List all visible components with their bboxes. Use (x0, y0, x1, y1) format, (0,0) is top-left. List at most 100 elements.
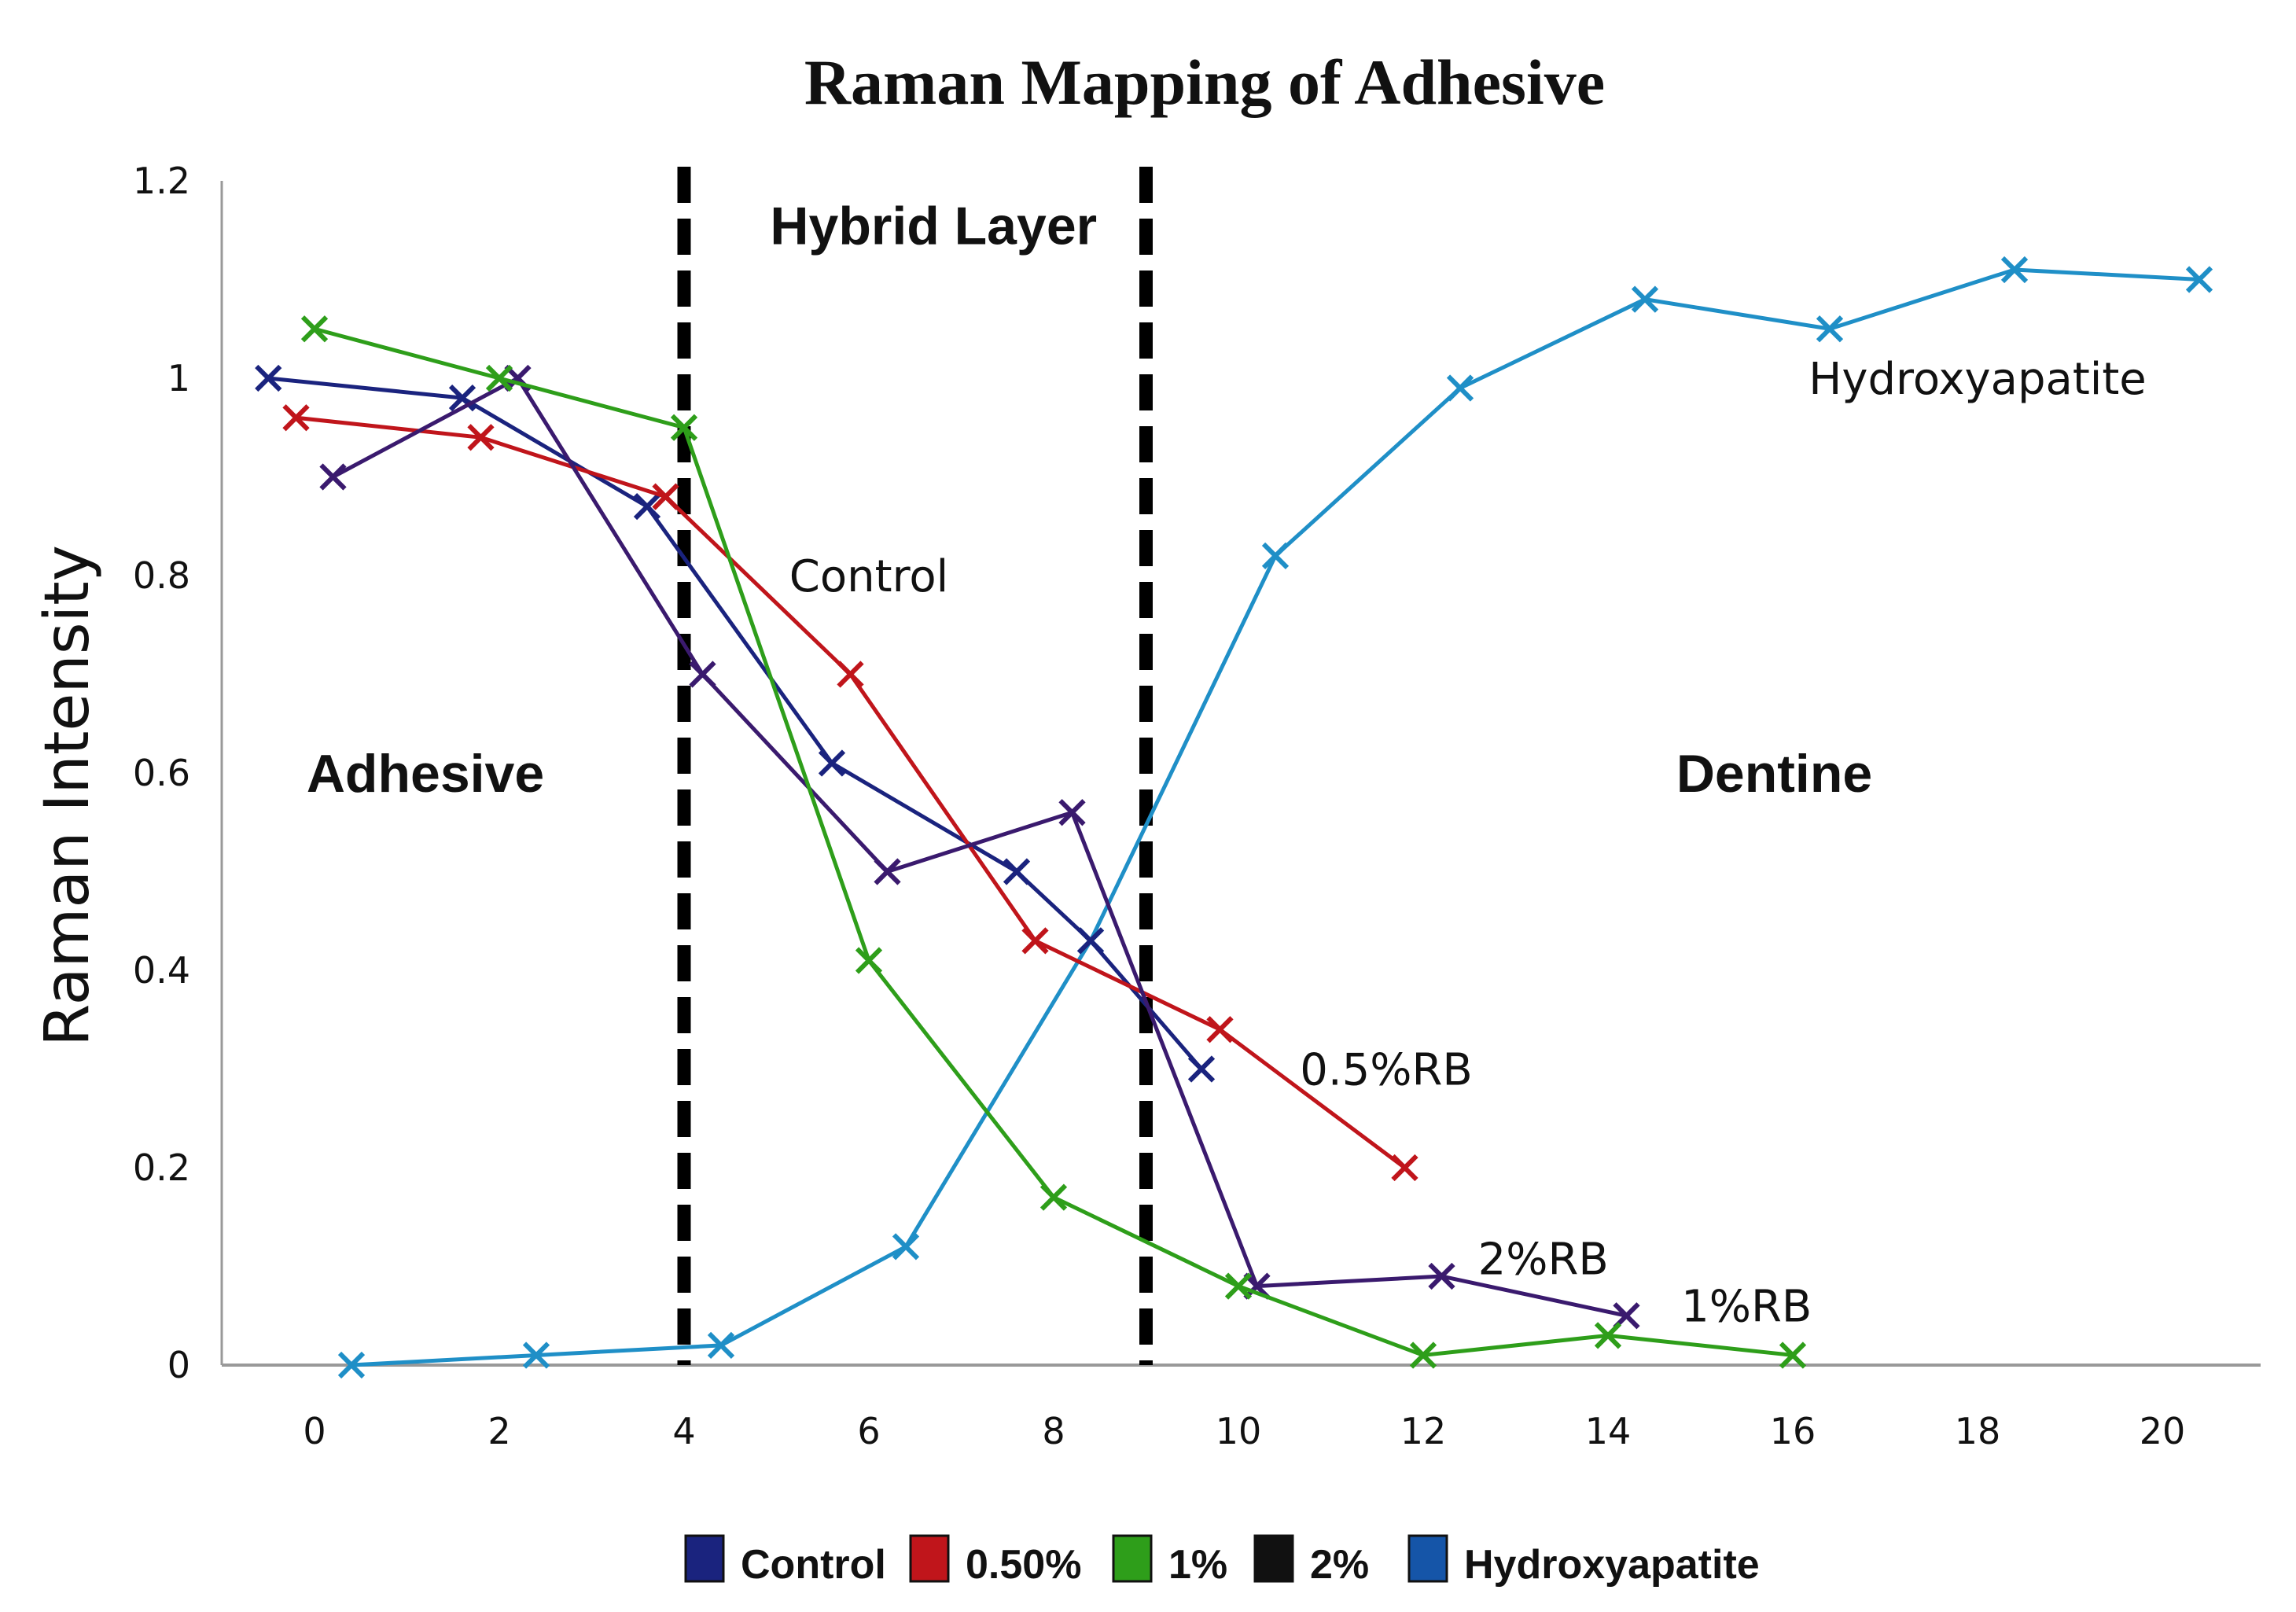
y-tick-label: 0.6 (133, 752, 190, 794)
data-point-marker (1409, 1341, 1437, 1369)
marker-stroke (319, 463, 347, 491)
marker-stroke (837, 661, 864, 688)
marker-stroke (1391, 1154, 1418, 1182)
marker-stroke (670, 414, 698, 441)
x-tick-label: 0 (303, 1410, 326, 1452)
data-point-marker (855, 947, 883, 974)
legend: Control 0.50% 1% 2% Hydroxyapatite (684, 1534, 1760, 1588)
marker-stroke (1779, 1341, 1807, 1369)
y-tick-label: 0 (167, 1344, 190, 1386)
marker-stroke (1261, 542, 1290, 570)
series-control (255, 364, 1216, 1083)
data-point-marker (1003, 858, 1031, 885)
data-point-marker (467, 424, 495, 451)
marker-stroke (1428, 1262, 1455, 1290)
series-2- (319, 364, 1640, 1330)
data-point-marker (319, 463, 347, 491)
marker-stroke (1631, 285, 1659, 313)
data-point-marker (1076, 927, 1105, 955)
data-point-marker (300, 315, 329, 343)
marker-stroke (633, 493, 661, 521)
y-axis-label: Raman Intensity (32, 545, 103, 1047)
marker-stroke (467, 424, 495, 451)
region-label: Dentine (1676, 744, 1872, 804)
region-labels: Adhesive Hybrid Layer Dentine (307, 196, 1872, 804)
data-point-marker (1187, 1055, 1216, 1083)
marker-stroke (1594, 1322, 1622, 1349)
marker-stroke (1076, 927, 1105, 955)
series-annotation: Hydroxyapatite (1808, 354, 2147, 405)
marker-stroke (1224, 1272, 1253, 1300)
data-point-marker (837, 661, 864, 688)
series-line (314, 326, 1794, 1357)
marker-stroke (652, 483, 679, 510)
x-tick-label: 8 (1042, 1410, 1065, 1452)
series-line (267, 376, 1203, 1071)
y-tick-label: 0.2 (133, 1146, 190, 1189)
marker-stroke (892, 1233, 920, 1261)
marker-stroke (337, 1351, 366, 1379)
series-annotation: Control (789, 551, 948, 602)
legend-swatch-050 (909, 1534, 950, 1583)
data-point-marker (670, 414, 698, 441)
legend-label-2: 2% (1310, 1542, 1369, 1588)
marker-stroke (1187, 1055, 1216, 1083)
legend-label-1: 1% (1168, 1542, 1227, 1588)
y-ticks: 0 0.2 0.4 0.6 0.8 1 1.2 (133, 160, 190, 1386)
region-label: Hybrid Layer (770, 196, 1097, 256)
data-point-marker (1039, 1183, 1068, 1211)
marker-stroke (255, 364, 282, 392)
y-tick-label: 1.2 (133, 160, 190, 202)
data-point-marker (892, 1233, 920, 1261)
marker-stroke (855, 947, 883, 974)
data-point-marker (652, 483, 679, 510)
marker-stroke (689, 661, 716, 688)
marker-stroke (874, 858, 901, 885)
series-annotation: 1%RB (1681, 1282, 1812, 1333)
legend-label-050: 0.50% (966, 1542, 1081, 1588)
x-tick-label: 20 (2140, 1410, 2186, 1452)
x-tick-label: 6 (857, 1410, 880, 1452)
marker-stroke (522, 1341, 550, 1369)
marker-stroke (1003, 858, 1031, 885)
data-point-marker (2000, 256, 2029, 284)
data-point-marker (1058, 799, 1086, 826)
series-0-50- (282, 404, 1418, 1182)
x-ticks: 0 2 4 6 8 10 12 14 16 18 20 (303, 1410, 2185, 1452)
data-point-marker (485, 364, 513, 392)
data-point-marker (818, 749, 846, 777)
marker-stroke (1039, 1183, 1068, 1211)
series-hydroxyapatite (337, 256, 2213, 1379)
data-point-marker (1224, 1272, 1253, 1300)
chart-title: Raman Mapping of Adhesive (804, 46, 1605, 118)
marker-stroke (1446, 374, 1474, 402)
marker-stroke (1021, 927, 1049, 955)
series-line (351, 267, 2200, 1367)
y-tick-label: 1 (167, 357, 190, 399)
data-point-marker (1631, 285, 1659, 313)
y-tick-label: 0.4 (133, 949, 190, 992)
legend-label-control: Control (741, 1542, 886, 1588)
marker-stroke (2000, 256, 2029, 284)
series-line (332, 376, 1628, 1318)
marker-stroke (707, 1331, 735, 1360)
data-point-marker (707, 1331, 735, 1360)
legend-swatch-hydroxyapatite (1407, 1534, 1448, 1583)
legend-swatch-1 (1112, 1534, 1153, 1583)
series-annotation: 0.5%RB (1300, 1045, 1473, 1096)
marker-stroke (300, 315, 329, 343)
x-tick-label: 4 (672, 1410, 695, 1452)
annotations: Control Hydroxyapatite 0.5%RB 2%RB 1%RB (789, 354, 2147, 1333)
marker-stroke (818, 749, 846, 777)
data-point-marker (1206, 1016, 1234, 1043)
legend-swatch-2 (1253, 1534, 1294, 1583)
data-point-marker (337, 1351, 366, 1379)
data-point-marker (522, 1341, 550, 1369)
data-point-marker (1021, 927, 1049, 955)
y-tick-label: 0.8 (133, 554, 190, 597)
marker-stroke (1409, 1341, 1437, 1369)
marker-stroke (485, 364, 513, 392)
marker-stroke (1206, 1016, 1234, 1043)
series-layer (255, 256, 2213, 1379)
